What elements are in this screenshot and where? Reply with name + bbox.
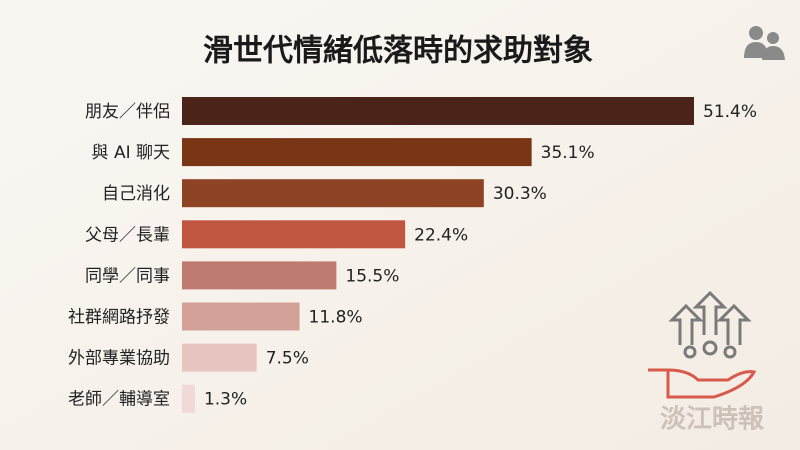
value-label: 15.5% (345, 266, 399, 286)
category-label: 父母／長輩 (85, 225, 170, 245)
bar (182, 179, 484, 208)
bar (182, 261, 337, 290)
value-label: 11.8% (309, 308, 363, 328)
value-label: 30.3% (493, 184, 547, 204)
bar (182, 302, 300, 331)
watermark: 淡江時報 (660, 405, 765, 435)
value-label: 22.4% (414, 225, 468, 245)
bar (182, 343, 257, 372)
bar (182, 138, 532, 167)
value-label: 35.1% (541, 143, 595, 163)
people-icon (744, 26, 785, 60)
value-label: 51.4% (703, 102, 757, 122)
category-label: 外部專業協助 (68, 349, 170, 369)
value-label: 1.3% (204, 390, 247, 410)
category-label: 老師／輔導室 (68, 390, 170, 410)
category-label: 同學／同事 (85, 266, 170, 286)
value-label: 7.5% (266, 349, 309, 369)
category-label: 與 AI 聊天 (92, 143, 170, 163)
category-label: 朋友／伴侶 (85, 102, 170, 122)
bar (182, 97, 694, 125)
category-label: 自己消化 (102, 184, 170, 204)
bar (182, 384, 195, 413)
chart-title: 滑世代情緒低落時的求助對象 (203, 34, 593, 69)
growth-icon (648, 290, 757, 399)
bar (182, 220, 406, 249)
category-label: 社群網路抒發 (68, 308, 170, 328)
